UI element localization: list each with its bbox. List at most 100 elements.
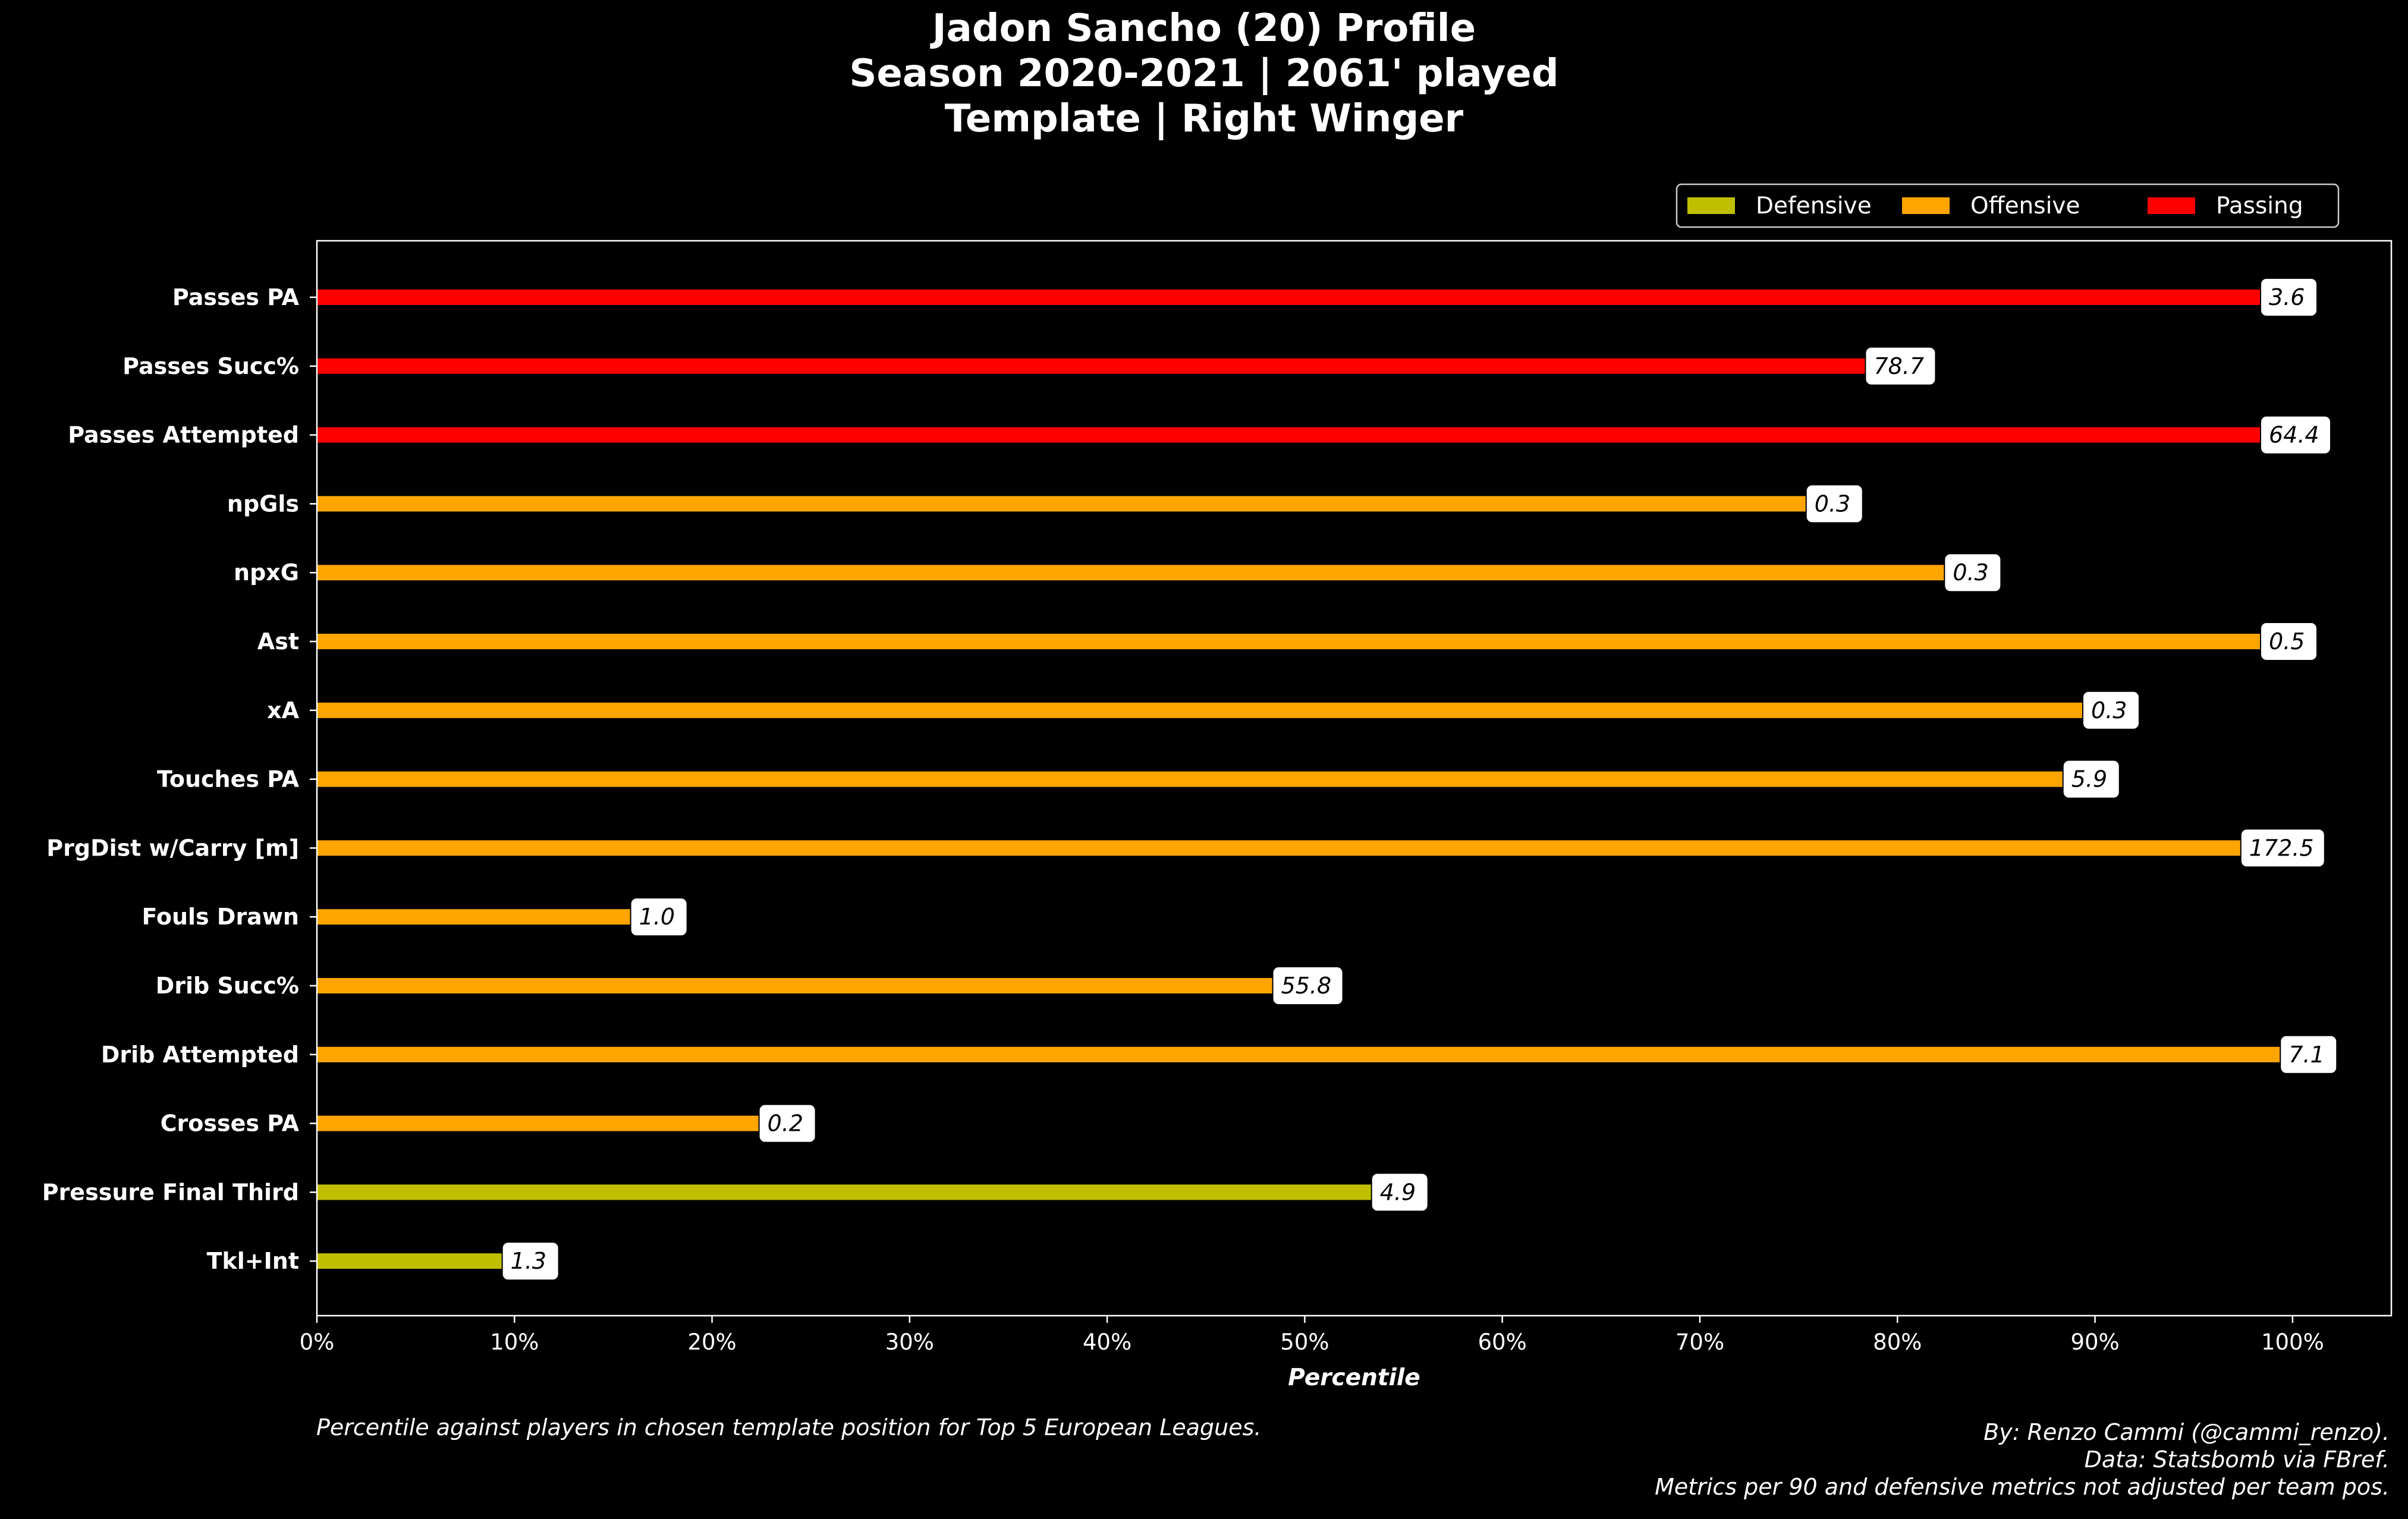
bar xyxy=(317,1046,2283,1062)
title-line-2: Season 2020-2021 | 2061' played xyxy=(849,52,1559,96)
value-label-box xyxy=(630,897,688,937)
y-tick-label: Passes PA xyxy=(172,284,300,310)
credit-line-2: Data: Statsbomb via FBref. xyxy=(2084,1446,2390,1473)
x-tick-label: 50% xyxy=(1280,1329,1329,1355)
bar xyxy=(317,840,2243,856)
y-tick-label: Fouls Drawn xyxy=(142,904,299,930)
y-tick-label: Passes Attempted xyxy=(68,422,299,448)
credit-line-3: Metrics per 90 and defensive metrics not… xyxy=(1655,1474,2390,1500)
x-tick-label: 0% xyxy=(300,1329,335,1355)
bar xyxy=(317,909,633,925)
x-tick-label: 90% xyxy=(2070,1329,2119,1355)
bars-layer: 3.6 78.7 64.4 0.3 0.3 0.5 0.3 5.9 172.5 1.0 55.8 7.… xyxy=(317,278,2338,1281)
y-tick-label: Tkl+Int xyxy=(207,1248,299,1274)
y-tick-label: npxG xyxy=(234,559,299,586)
value-label: 0.5 xyxy=(2269,628,2305,655)
y-tick-label: Touches PA xyxy=(157,766,300,792)
value-label-box xyxy=(2280,1034,2338,1074)
bar-row: 0.3 xyxy=(317,690,2140,730)
legend-entry: Passing xyxy=(2148,193,2303,219)
value-label: 0.3 xyxy=(1953,559,1988,586)
plot-frame xyxy=(316,240,2393,1317)
title-line-1: Jadon Sancho (20) Profile xyxy=(932,7,1476,51)
bar xyxy=(317,771,2066,787)
footnote-right: By: Renzo Cammi (@cammi_renzo). Data: St… xyxy=(1655,1419,2390,1501)
legend-swatch xyxy=(1687,197,1735,214)
value-label: 172.5 xyxy=(2249,835,2314,861)
bar-row: 0.3 xyxy=(317,553,2002,593)
value-label-box xyxy=(2260,622,2318,661)
legend-label: Defensive xyxy=(1756,193,1872,219)
x-tick-label: 80% xyxy=(1873,1329,1922,1355)
value-label-box xyxy=(1272,966,1344,1005)
axes-layer: Passes PA Passes Succ% Passes Attempted npG… xyxy=(42,240,2393,1391)
legend-label: Passing xyxy=(2216,193,2303,219)
value-label: 7.1 xyxy=(2288,1042,2324,1068)
value-label: 55.8 xyxy=(1281,973,1332,999)
bar-row: 5.9 xyxy=(317,759,2120,799)
y-tick-label: Crosses PA xyxy=(161,1111,300,1137)
bar xyxy=(317,1253,505,1269)
value-label: 64.4 xyxy=(2269,422,2319,448)
bar-row: 64.4 xyxy=(317,415,2332,455)
legend-label: Offensive xyxy=(1970,193,2080,219)
value-label-box xyxy=(2062,759,2120,799)
y-tick-label: npGls xyxy=(227,490,299,517)
value-label-box xyxy=(758,1103,816,1143)
legend-swatch xyxy=(2148,197,2195,214)
value-label: 0.3 xyxy=(2091,697,2127,724)
value-label-box xyxy=(2240,828,2325,868)
value-label: 0.3 xyxy=(1815,490,1850,517)
legend-box xyxy=(1675,183,2340,228)
legend: Defensive Offensive Passing xyxy=(1675,183,2340,228)
bar-row: 7.1 xyxy=(317,1034,2338,1074)
value-label-box xyxy=(501,1241,559,1281)
value-label-box xyxy=(1865,346,1937,386)
y-tick-label: Ast xyxy=(257,628,299,655)
bar xyxy=(317,702,2085,718)
value-label-box xyxy=(2260,278,2318,317)
bar-row: 55.8 xyxy=(317,966,1344,1005)
legend-entry: Offensive xyxy=(1902,193,2080,219)
value-label-box xyxy=(1370,1172,1429,1212)
bar xyxy=(317,978,1275,993)
bar-row: 78.7 xyxy=(317,346,1937,386)
footnote-left: Percentile against players in chosen tem… xyxy=(316,1414,1262,1441)
bar-row: 0.3 xyxy=(317,484,1863,524)
y-tick-label: Drib Attempted xyxy=(101,1042,299,1068)
bar xyxy=(317,358,1868,374)
value-label: 1.0 xyxy=(639,904,675,930)
legend-entry: Defensive xyxy=(1687,193,1872,219)
x-tick-label: 20% xyxy=(687,1329,736,1355)
x-tick-label: 30% xyxy=(885,1329,934,1355)
title-line-3: Template | Right Winger xyxy=(944,97,1464,141)
bar-row: 1.0 xyxy=(317,897,688,937)
value-label-box xyxy=(2260,415,2332,455)
value-label: 4.9 xyxy=(1380,1179,1416,1205)
bar-row: 4.9 xyxy=(317,1172,1429,1212)
legend-swatch xyxy=(1902,197,1950,214)
value-label: 78.7 xyxy=(1873,353,1924,379)
x-tick-label: 70% xyxy=(1675,1329,1724,1355)
y-tick-label: xA xyxy=(267,697,300,724)
value-label-box xyxy=(1805,484,1863,524)
y-tick-label: PrgDist w/Carry [m] xyxy=(46,835,299,861)
bar-row: 1.3 xyxy=(317,1241,559,1281)
value-label: 0.2 xyxy=(768,1111,803,1137)
credit-line-1: By: Renzo Cammi (@cammi_renzo). xyxy=(1983,1419,2390,1445)
x-tick-label: 10% xyxy=(490,1329,539,1355)
bar-row: 0.5 xyxy=(317,622,2318,661)
bar xyxy=(317,1115,762,1131)
bar xyxy=(317,496,1809,512)
value-label: 3.6 xyxy=(2269,284,2305,310)
value-label: 5.9 xyxy=(2071,766,2107,792)
y-tick-label: Drib Succ% xyxy=(156,973,299,999)
value-label-box xyxy=(1944,553,2002,593)
bar xyxy=(317,1184,1374,1200)
bar-row: 172.5 xyxy=(317,828,2325,868)
bar xyxy=(317,427,2264,443)
bar-row: 0.2 xyxy=(317,1103,816,1143)
value-label-box xyxy=(2082,690,2140,730)
x-axis-label: Percentile xyxy=(1288,1364,1420,1391)
